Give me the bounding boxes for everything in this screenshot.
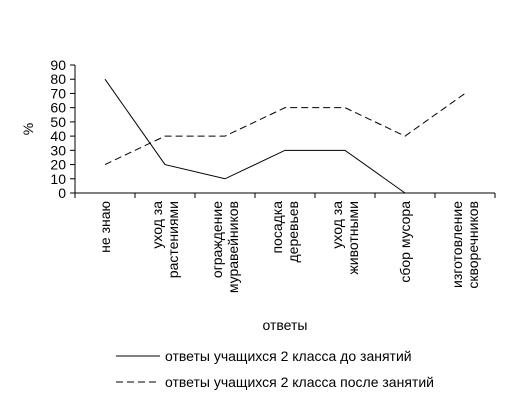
y-tick-label: 80 — [50, 71, 66, 87]
x-axis-ticks: не знаю уход за растениями ограждение мураве… — [74, 193, 496, 293]
series-before-line — [104, 78, 406, 194]
x-category-label-line: сбор мусора — [397, 201, 413, 283]
x-category-label-line: деревьев — [285, 201, 301, 262]
x-category-label: посадка деревьев — [269, 201, 301, 263]
y-tick-label: 20 — [50, 157, 66, 173]
series-after-line — [104, 93, 466, 166]
x-category-label-line: муравейников — [225, 201, 241, 293]
legend-label: ответы учащихся 2 класса до занятий — [165, 348, 412, 364]
y-axis-title: % — [20, 123, 36, 135]
x-category-label-line: животными — [345, 201, 361, 275]
series-layer — [104, 78, 466, 194]
x-axis-title: ответы — [263, 317, 308, 333]
x-category-label-line: ограждение — [209, 201, 225, 278]
y-tick-label: 0 — [58, 185, 66, 201]
y-tick-label: 40 — [50, 128, 66, 144]
x-category-label: сбор мусора — [397, 201, 413, 283]
legend-label: ответы учащихся 2 класса после занятий — [165, 374, 434, 390]
y-tick-label: 50 — [50, 114, 66, 130]
y-tick-label: 60 — [50, 100, 66, 116]
y-tick-label: 10 — [50, 171, 66, 187]
x-category-label-line: скворечников — [465, 201, 481, 289]
y-tick-label: 70 — [50, 85, 66, 101]
x-category-label: не знаю — [97, 201, 113, 253]
legend: ответы учащихся 2 класса до занятий ответ… — [116, 348, 434, 390]
x-category-label: уход за растениями — [149, 201, 181, 278]
x-category-label-line: растениями — [165, 201, 181, 278]
x-category-label-line: уход за — [329, 201, 345, 249]
x-category-label-line: посадка — [269, 201, 285, 254]
x-category-label: ограждение муравейников — [209, 201, 241, 293]
x-category-label: изготовление скворечников — [449, 201, 481, 289]
y-tick-label: 90 — [50, 57, 66, 73]
x-category-label-line: не знаю — [97, 201, 113, 253]
y-tick-label: 30 — [50, 142, 66, 158]
x-category-label-line: уход за — [149, 201, 165, 249]
x-category-label: уход за животными — [329, 201, 361, 275]
x-category-label-line: изготовление — [449, 201, 465, 288]
